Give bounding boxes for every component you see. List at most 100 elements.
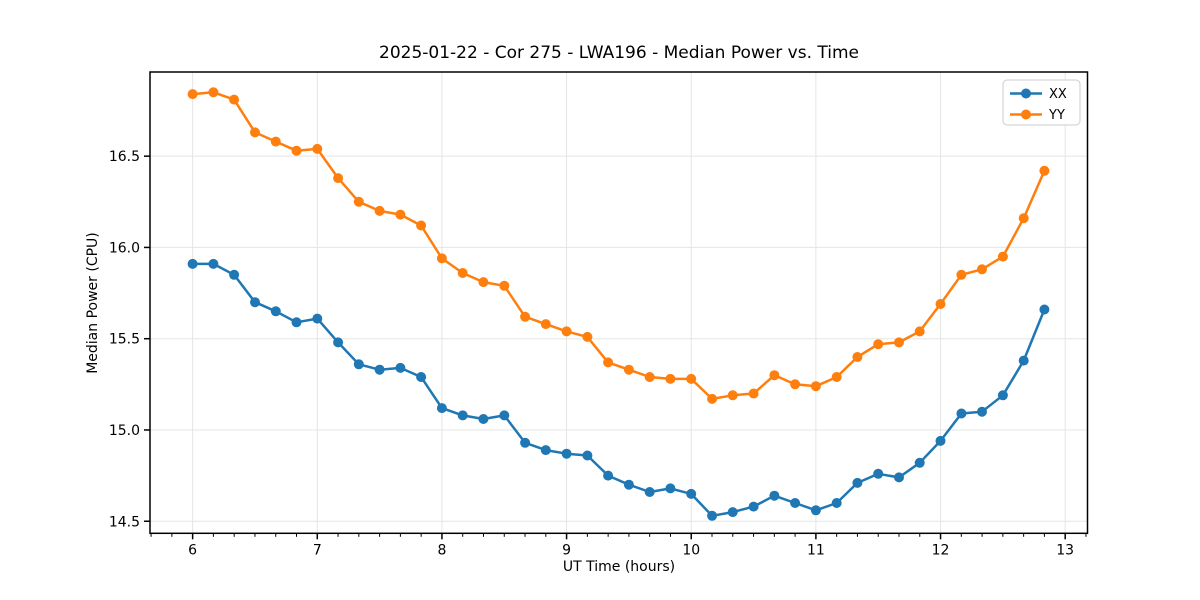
series-xx-marker <box>727 507 738 518</box>
series-yy-marker <box>873 339 884 350</box>
series-yy-marker <box>436 253 447 264</box>
series-xx-marker <box>997 390 1008 401</box>
x-tick-label: 10 <box>682 542 700 558</box>
x-tick-label: 9 <box>562 542 571 558</box>
series-xx-marker <box>250 297 260 308</box>
series-xx-marker <box>831 498 842 508</box>
series-yy-marker <box>894 337 904 348</box>
axes: 6 7 8 9 10 11 12 13 14.5 15.0 15.5 16.0 16.5 <box>109 71 1089 558</box>
series-xx-marker <box>333 337 344 348</box>
series-yy-marker <box>457 268 468 278</box>
series-yy-marker <box>353 196 364 207</box>
series-yy-marker <box>727 390 738 401</box>
series-xx-marker <box>229 269 240 280</box>
series-yy-marker <box>644 372 655 382</box>
series-yy-marker <box>1018 213 1029 224</box>
series-xx-marker <box>894 472 904 483</box>
series-xx-marker <box>374 364 385 375</box>
series-xx-marker <box>748 501 759 512</box>
chart-title: 2025-01-22 - Cor 275 - LWA196 - Median P… <box>379 43 859 63</box>
series-xx-marker <box>810 505 821 516</box>
series-xx-marker <box>790 498 801 508</box>
series-yy-marker <box>270 136 281 147</box>
series-yy-marker <box>603 357 614 368</box>
series-yy-marker <box>187 89 198 100</box>
x-tick-label: 7 <box>313 542 322 558</box>
y-tick-label: 15.5 <box>109 332 140 348</box>
y-tick-label: 15.0 <box>109 423 140 439</box>
y-tick-label: 16.5 <box>109 149 140 165</box>
series-yy-marker <box>831 372 842 382</box>
legend-box <box>1002 79 1081 126</box>
legend-label-xx: XX <box>1049 87 1067 102</box>
series-yy-marker <box>250 127 260 138</box>
series-xx-marker <box>665 483 676 494</box>
series-xx-marker <box>644 487 655 497</box>
legend-marker <box>1021 109 1031 120</box>
series-xx-marker <box>499 410 510 421</box>
series-yy-marker <box>707 393 718 404</box>
series-yy-marker <box>499 280 510 291</box>
series-xx-marker <box>353 359 364 370</box>
series-xx-marker <box>312 313 323 324</box>
y-tick-label: 14.5 <box>109 514 140 530</box>
series-yy-marker <box>790 379 801 390</box>
series-xx-marker <box>686 488 697 499</box>
series-xx-marker <box>436 403 447 414</box>
series-xx-marker <box>852 477 863 488</box>
series-xx-marker <box>395 362 406 373</box>
series-xx-line <box>191 262 1046 518</box>
series-xx-marker <box>769 490 780 501</box>
series-yy-marker <box>520 311 531 322</box>
series-xx-marker <box>1018 355 1029 366</box>
series-xx-marker <box>707 510 718 521</box>
series-yy-marker <box>478 277 489 288</box>
series-yy-marker <box>229 94 240 105</box>
series-xx-marker <box>935 435 946 446</box>
series-yy-marker <box>540 319 551 330</box>
series-yy-marker <box>769 370 780 381</box>
series-xx-marker <box>416 372 427 382</box>
series-xx-marker <box>561 448 572 459</box>
series-yy-marker <box>208 87 219 98</box>
series-xx-marker <box>914 457 925 468</box>
series-xx-marker <box>457 410 468 421</box>
series-yy-marker <box>748 388 759 399</box>
legend-marker <box>1021 88 1031 99</box>
series-yy-marker <box>312 143 323 154</box>
series-yy-marker <box>686 373 697 384</box>
x-tick-label: 13 <box>1056 542 1074 558</box>
series-xx-marker <box>478 414 489 424</box>
grid <box>150 72 1088 534</box>
series-xx-marker <box>187 258 198 269</box>
series-yy-marker <box>997 251 1008 262</box>
series-xx-marker <box>520 437 531 448</box>
series-xx-marker <box>873 468 884 479</box>
series-xx-marker <box>291 317 302 328</box>
series-yy-marker <box>1039 165 1050 176</box>
series-xx-marker <box>956 408 967 419</box>
series-yy-marker <box>416 220 427 231</box>
x-tick-label: 6 <box>188 542 197 558</box>
series-xx-marker <box>582 450 593 461</box>
x-tick-label: 8 <box>437 542 446 558</box>
series-yy-marker <box>852 352 863 362</box>
series-yy-marker <box>977 264 987 275</box>
series-xx-marker <box>977 406 987 417</box>
series-yy-marker <box>914 326 925 337</box>
legend: XX YY <box>1002 79 1081 126</box>
x-tick-label: 11 <box>807 542 825 558</box>
plot-frame <box>149 71 1089 535</box>
x-axis-label: UT Time (hours) <box>563 559 675 575</box>
series-yy-marker <box>935 299 946 309</box>
series-yy-marker <box>665 373 676 384</box>
series-xx-marker <box>623 479 634 490</box>
series-yy-marker <box>623 364 634 375</box>
series-yy-marker <box>582 331 593 342</box>
series-layer <box>187 87 1050 521</box>
series-yy-marker <box>561 326 572 337</box>
series-xx-marker <box>603 470 614 481</box>
series-yy-marker <box>374 205 385 216</box>
